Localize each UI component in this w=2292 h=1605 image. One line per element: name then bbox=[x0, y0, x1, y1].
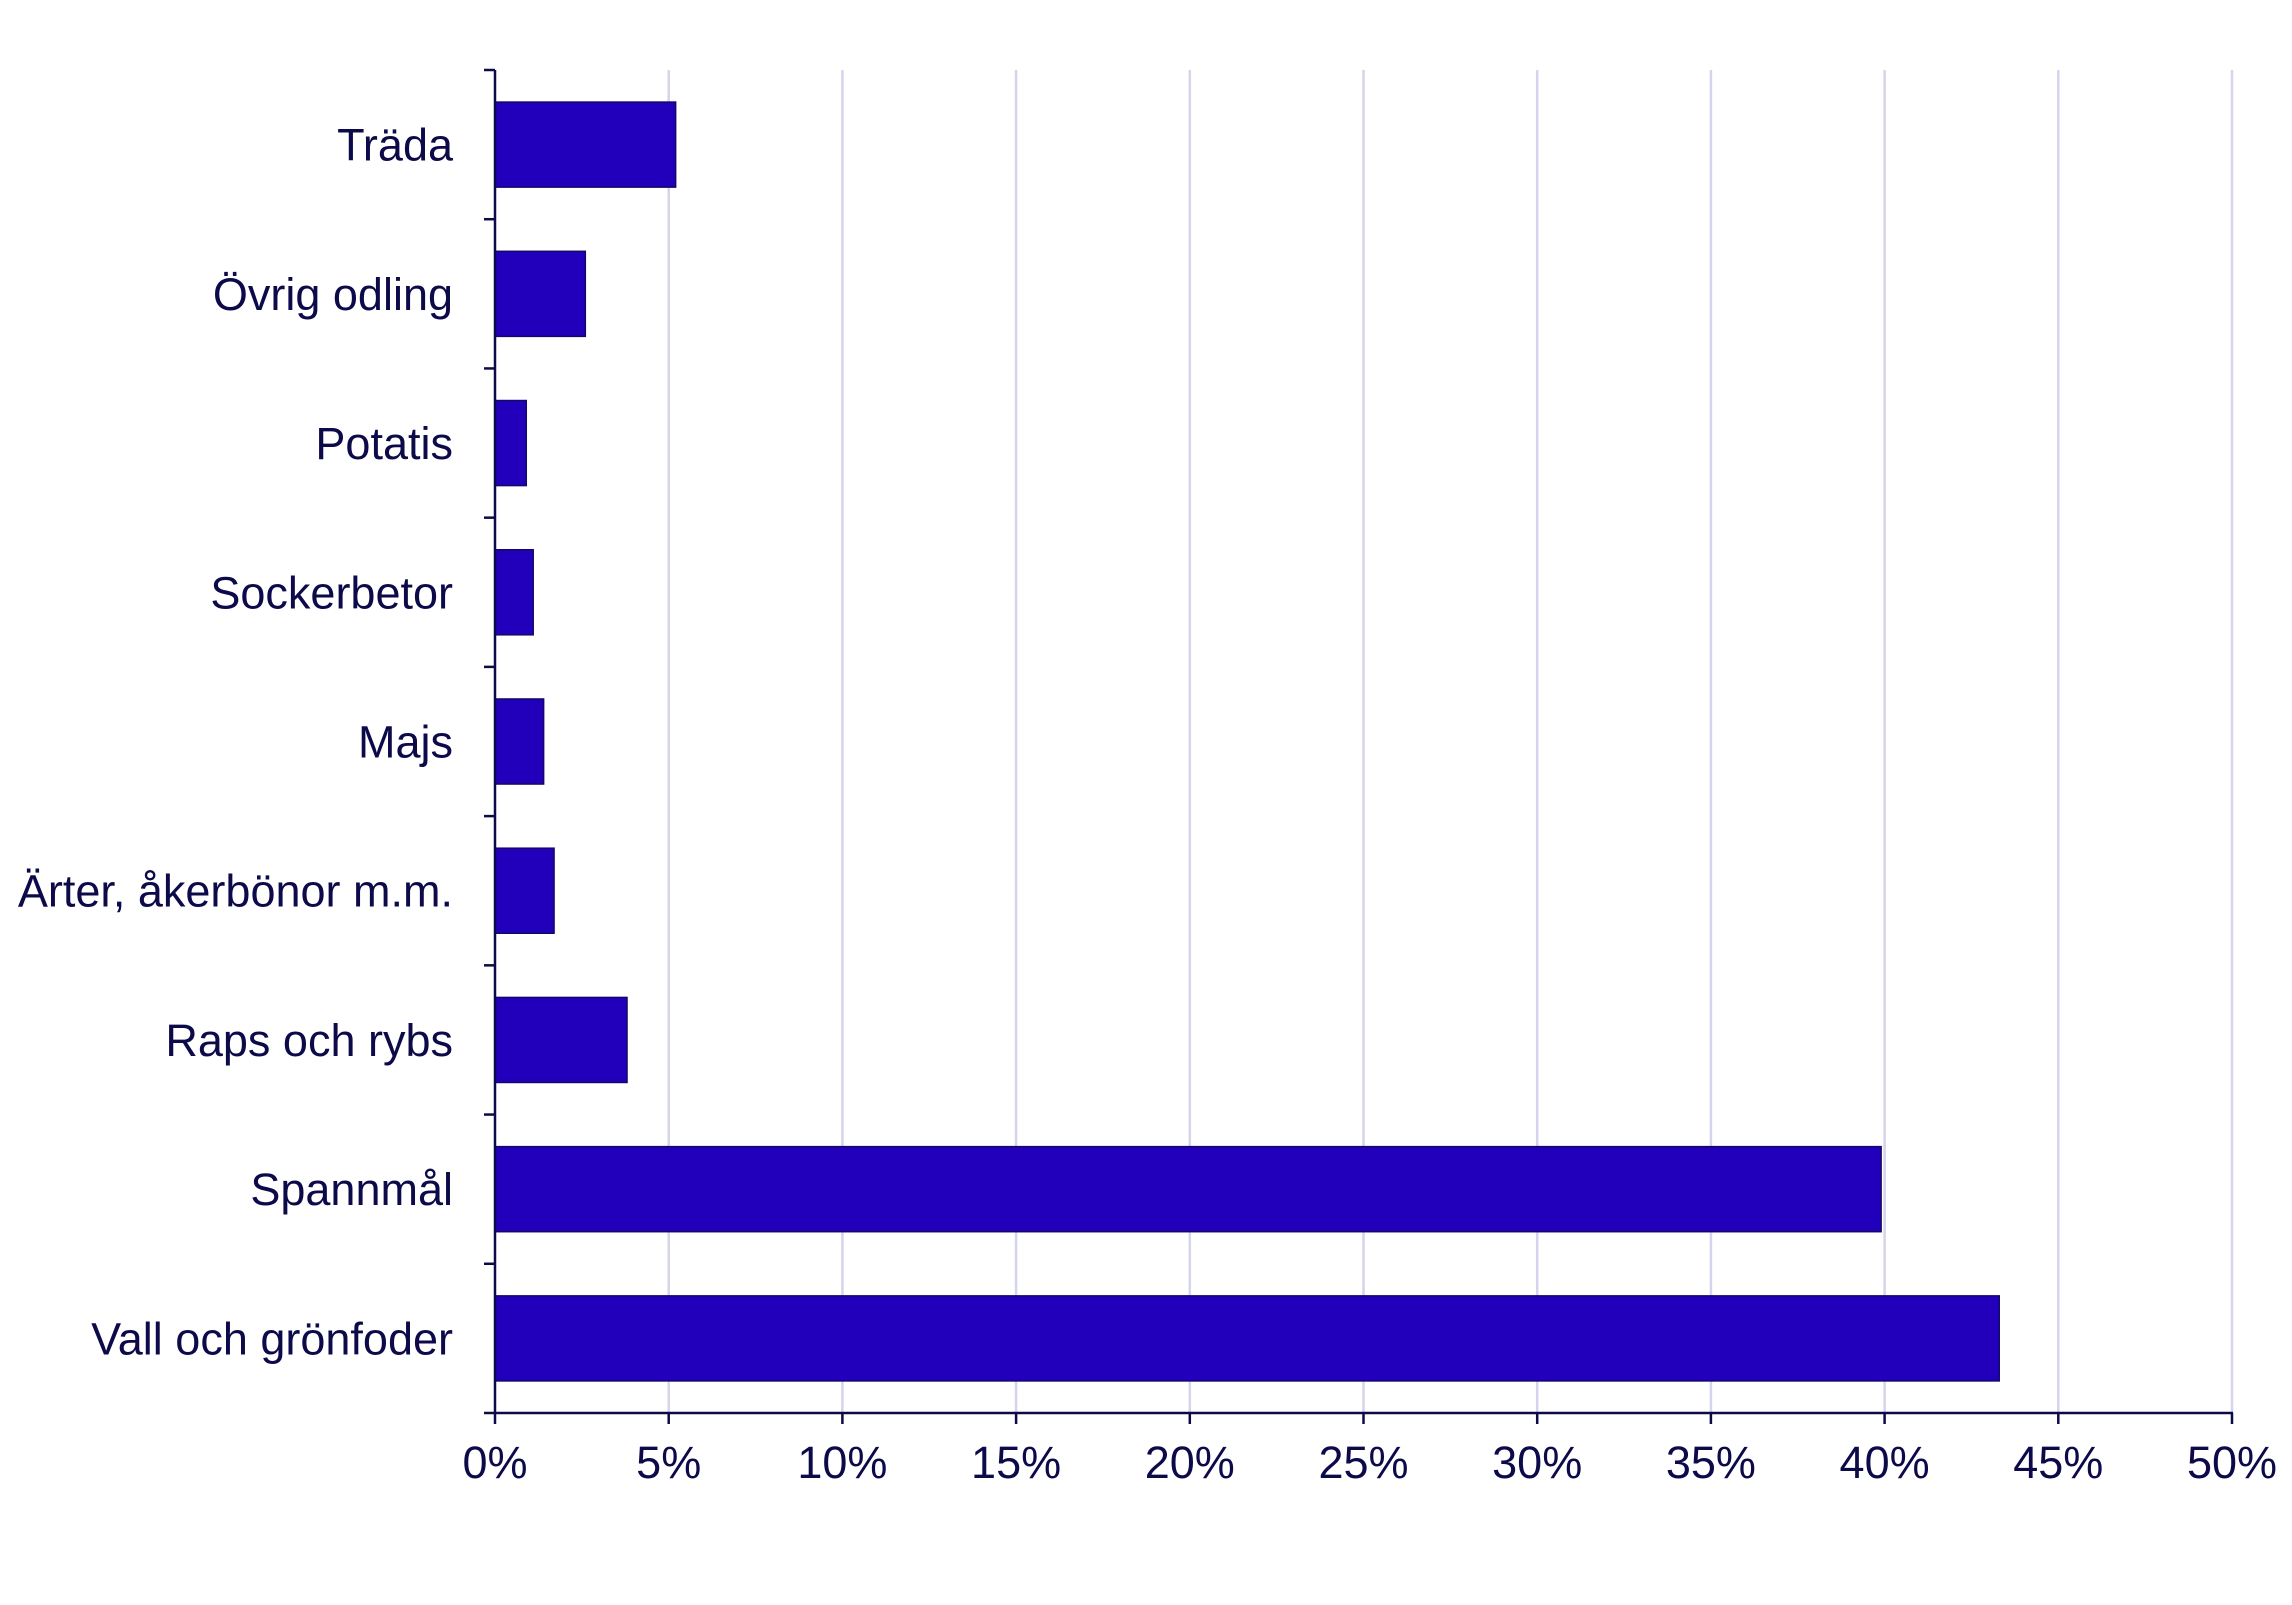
x-tick-labels: 0% 5% 10% 15% 20% 25% 30% 35% 40% 45% 50% bbox=[462, 1437, 2277, 1488]
category-label: Vall och grönfoder bbox=[91, 1313, 453, 1364]
category-label: Sockerbetor bbox=[210, 567, 453, 618]
bars bbox=[494, 101, 2000, 1382]
axes bbox=[484, 68, 2234, 1424]
x-tick-label: 35% bbox=[1666, 1437, 1756, 1488]
bar-4 bbox=[494, 698, 545, 785]
bar-5 bbox=[494, 847, 555, 935]
x-tick-label: 10% bbox=[797, 1437, 887, 1488]
gridlines bbox=[667, 70, 2234, 1413]
x-tick-label: 45% bbox=[2013, 1437, 2103, 1488]
bar-7 bbox=[494, 1145, 1882, 1233]
x-tick-label: 5% bbox=[636, 1437, 701, 1488]
category-labels: Träda Övrig odling Potatis Sockerbetor Majs Ä… bbox=[18, 120, 454, 1365]
x-tick-label: 20% bbox=[1145, 1437, 1235, 1488]
bar-6 bbox=[494, 996, 628, 1084]
category-label: Spannmål bbox=[250, 1164, 453, 1215]
category-label: Raps och rybs bbox=[165, 1015, 453, 1066]
category-label: Potatis bbox=[315, 418, 453, 469]
category-label: Övrig odling bbox=[213, 269, 453, 320]
x-tick-label: 15% bbox=[971, 1437, 1061, 1488]
category-label: Majs bbox=[358, 717, 453, 768]
x-tick-label: 0% bbox=[462, 1437, 527, 1488]
category-label: Träda bbox=[337, 120, 454, 171]
bar-1 bbox=[494, 250, 587, 338]
bar-0 bbox=[494, 101, 677, 188]
bar-3 bbox=[494, 548, 534, 636]
x-tick-label: 40% bbox=[1840, 1437, 1930, 1488]
bar-2 bbox=[494, 399, 528, 487]
x-tick-label: 25% bbox=[1318, 1437, 1408, 1488]
x-tick-label: 30% bbox=[1492, 1437, 1582, 1488]
bar-8 bbox=[494, 1295, 2000, 1382]
category-label: Ärter, åkerbönor m.m. bbox=[18, 866, 453, 917]
x-tick-label: 50% bbox=[2187, 1437, 2277, 1488]
